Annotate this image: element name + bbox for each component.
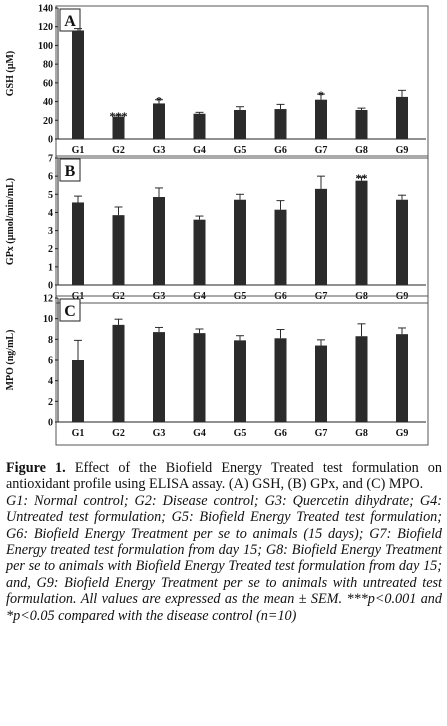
panel-a-frame bbox=[55, 5, 429, 159]
panel-c-category-label-g4: G4 bbox=[193, 428, 206, 439]
panel-b-bar-g1 bbox=[72, 202, 84, 285]
panel-a-significance-g3: * bbox=[156, 94, 162, 108]
panel-a-category-label-g3: G3 bbox=[153, 145, 166, 156]
caption-text: Effect of the Biofield Energy Treated te… bbox=[6, 460, 442, 493]
panel-a-category-label-g7: G7 bbox=[315, 145, 328, 156]
panel-a-significance-g2: *** bbox=[110, 109, 128, 123]
panel-c-bar-g6 bbox=[274, 338, 287, 422]
panel-b-y-tick-label-6: 6 bbox=[48, 172, 53, 183]
panel-c-category-label-g6: G6 bbox=[274, 428, 287, 439]
panel-c-category-label-g5: G5 bbox=[234, 428, 247, 439]
panel-c-y-tick-label-2: 4 bbox=[48, 376, 53, 387]
panel-a-y-tick-label-4: 80 bbox=[43, 60, 53, 71]
panel-a-y-tick-label-2: 40 bbox=[43, 97, 53, 108]
panel-a-category-label-g5: G5 bbox=[234, 145, 247, 156]
panel-b-y-tick-label-1: 1 bbox=[48, 262, 53, 273]
panel-a-bar-g6 bbox=[274, 109, 287, 139]
panel-a-category-label-g9: G9 bbox=[396, 145, 409, 156]
panel-c-y-tick-label-1: 2 bbox=[48, 397, 53, 408]
panel-c-category-label-g7: G7 bbox=[315, 428, 328, 439]
panel-a-bar-g3 bbox=[153, 103, 165, 139]
panel-a-y-tick-label-1: 20 bbox=[43, 116, 53, 127]
panel-c-bar-g8 bbox=[355, 336, 368, 422]
panel-c-bar-g1 bbox=[72, 360, 84, 422]
panel-c-y-tick-label-6: 12 bbox=[43, 294, 53, 305]
panel-b-bar-g9 bbox=[396, 199, 408, 285]
panel-a-bar-g2 bbox=[112, 116, 125, 139]
panel-a-bar-g4 bbox=[193, 113, 206, 139]
panel-c-category-label-g2: G2 bbox=[112, 428, 125, 439]
panel-c-bar-g3 bbox=[153, 332, 165, 422]
panel-a-bar-g8 bbox=[355, 109, 368, 139]
panel-a-y-axis-label: GSH (µM) bbox=[5, 51, 16, 96]
figure-caption: Figure 1. Effect of the Biofield Energy … bbox=[6, 460, 442, 624]
panel-b-y-tick-label-7: 7 bbox=[48, 154, 53, 165]
panel-a-y-tick-label-7: 140 bbox=[38, 4, 53, 15]
panel-c-y-axis-label: MPO (ng/mL) bbox=[5, 330, 16, 391]
panel-a-category-label-g8: G8 bbox=[355, 145, 368, 156]
panel-a-bar-g1 bbox=[72, 30, 84, 140]
panel-c-category-label-g8: G8 bbox=[355, 428, 368, 439]
panel-c-y-tick-label-0: 0 bbox=[48, 418, 53, 429]
panel-b-bar-g5 bbox=[234, 199, 246, 285]
panel-b-y-tick-label-4: 4 bbox=[48, 208, 53, 219]
panel-b-significance-g8: ** bbox=[356, 171, 368, 185]
panel-c-bar-g7 bbox=[315, 345, 327, 422]
panel-a-y-tick-label-6: 120 bbox=[38, 22, 53, 33]
panel-b-bar-g3 bbox=[153, 197, 165, 285]
panel-b-y-tick-label-3: 3 bbox=[48, 226, 53, 237]
panel-b-letter-box bbox=[59, 158, 81, 182]
panel-c-letter: C bbox=[64, 303, 76, 320]
panel-c-category-label-g9: G9 bbox=[396, 428, 409, 439]
panel-b-bar-g6 bbox=[274, 209, 287, 285]
panel-a-significance-g7: * bbox=[318, 88, 324, 102]
figure-panels: 0 20 40 60 80 100 120 140 GSH (µM) A G1 G2 *** G3 * G4 G… bbox=[5, 4, 429, 446]
caption-main: Figure 1. Effect of the Biofield Energy … bbox=[6, 460, 442, 493]
panel-b-y-tick-label-2: 2 bbox=[48, 244, 53, 255]
panel-b-bar-g4 bbox=[193, 219, 206, 285]
panel-a-bar-g7 bbox=[315, 99, 327, 139]
panel-a-category-label-g2: G2 bbox=[112, 145, 125, 156]
panel-a-y-tick-label-5: 100 bbox=[38, 41, 53, 52]
panel-c-category-label-g1: G1 bbox=[72, 428, 85, 439]
panel-c-y-tick-label-3: 6 bbox=[48, 356, 53, 367]
panel-c-bar-g9 bbox=[396, 334, 408, 422]
panel-c-y-tick-label-5: 10 bbox=[43, 314, 53, 325]
panel-a-category-label-g6: G6 bbox=[274, 145, 287, 156]
panel-c-bar-g5 bbox=[234, 340, 246, 422]
caption-legend: G1: Normal control; G2: Disease control;… bbox=[6, 492, 442, 624]
panel-b-bar-g2 bbox=[112, 215, 125, 285]
panel-b-frame bbox=[55, 155, 429, 304]
panel-b-y-axis-label: GPx (µmol/min/mL) bbox=[5, 178, 16, 265]
panel-a-bar-g9 bbox=[396, 96, 408, 139]
caption-label: Figure 1. bbox=[6, 460, 66, 476]
panel-c-y-tick-label-4: 8 bbox=[48, 335, 53, 346]
panel-c-frame bbox=[55, 295, 429, 446]
panel-a-category-label-g4: G4 bbox=[193, 145, 206, 156]
panel-b-bar-g8 bbox=[355, 180, 368, 285]
panel-b-y-tick-label-5: 5 bbox=[48, 190, 53, 201]
panel-b-bar-g7 bbox=[315, 188, 327, 285]
panel-a-letter-box bbox=[59, 8, 81, 32]
panel-a-letter: A bbox=[64, 13, 76, 30]
panel-b-letter: B bbox=[65, 163, 76, 180]
panel-a-y-tick-label-3: 60 bbox=[43, 78, 53, 89]
panel-a-y-tick-label-0: 0 bbox=[48, 135, 53, 146]
panel-a-bar-g5 bbox=[234, 109, 246, 139]
panel-c-category-label-g3: G3 bbox=[153, 428, 166, 439]
panel-b-y-tick-label-0: 0 bbox=[48, 281, 53, 292]
panel-c-letter-box bbox=[59, 298, 81, 322]
panel-c-bar-g2 bbox=[112, 324, 125, 422]
panel-c-bar-g4 bbox=[193, 333, 206, 422]
panel-a-category-label-g1: G1 bbox=[72, 145, 85, 156]
